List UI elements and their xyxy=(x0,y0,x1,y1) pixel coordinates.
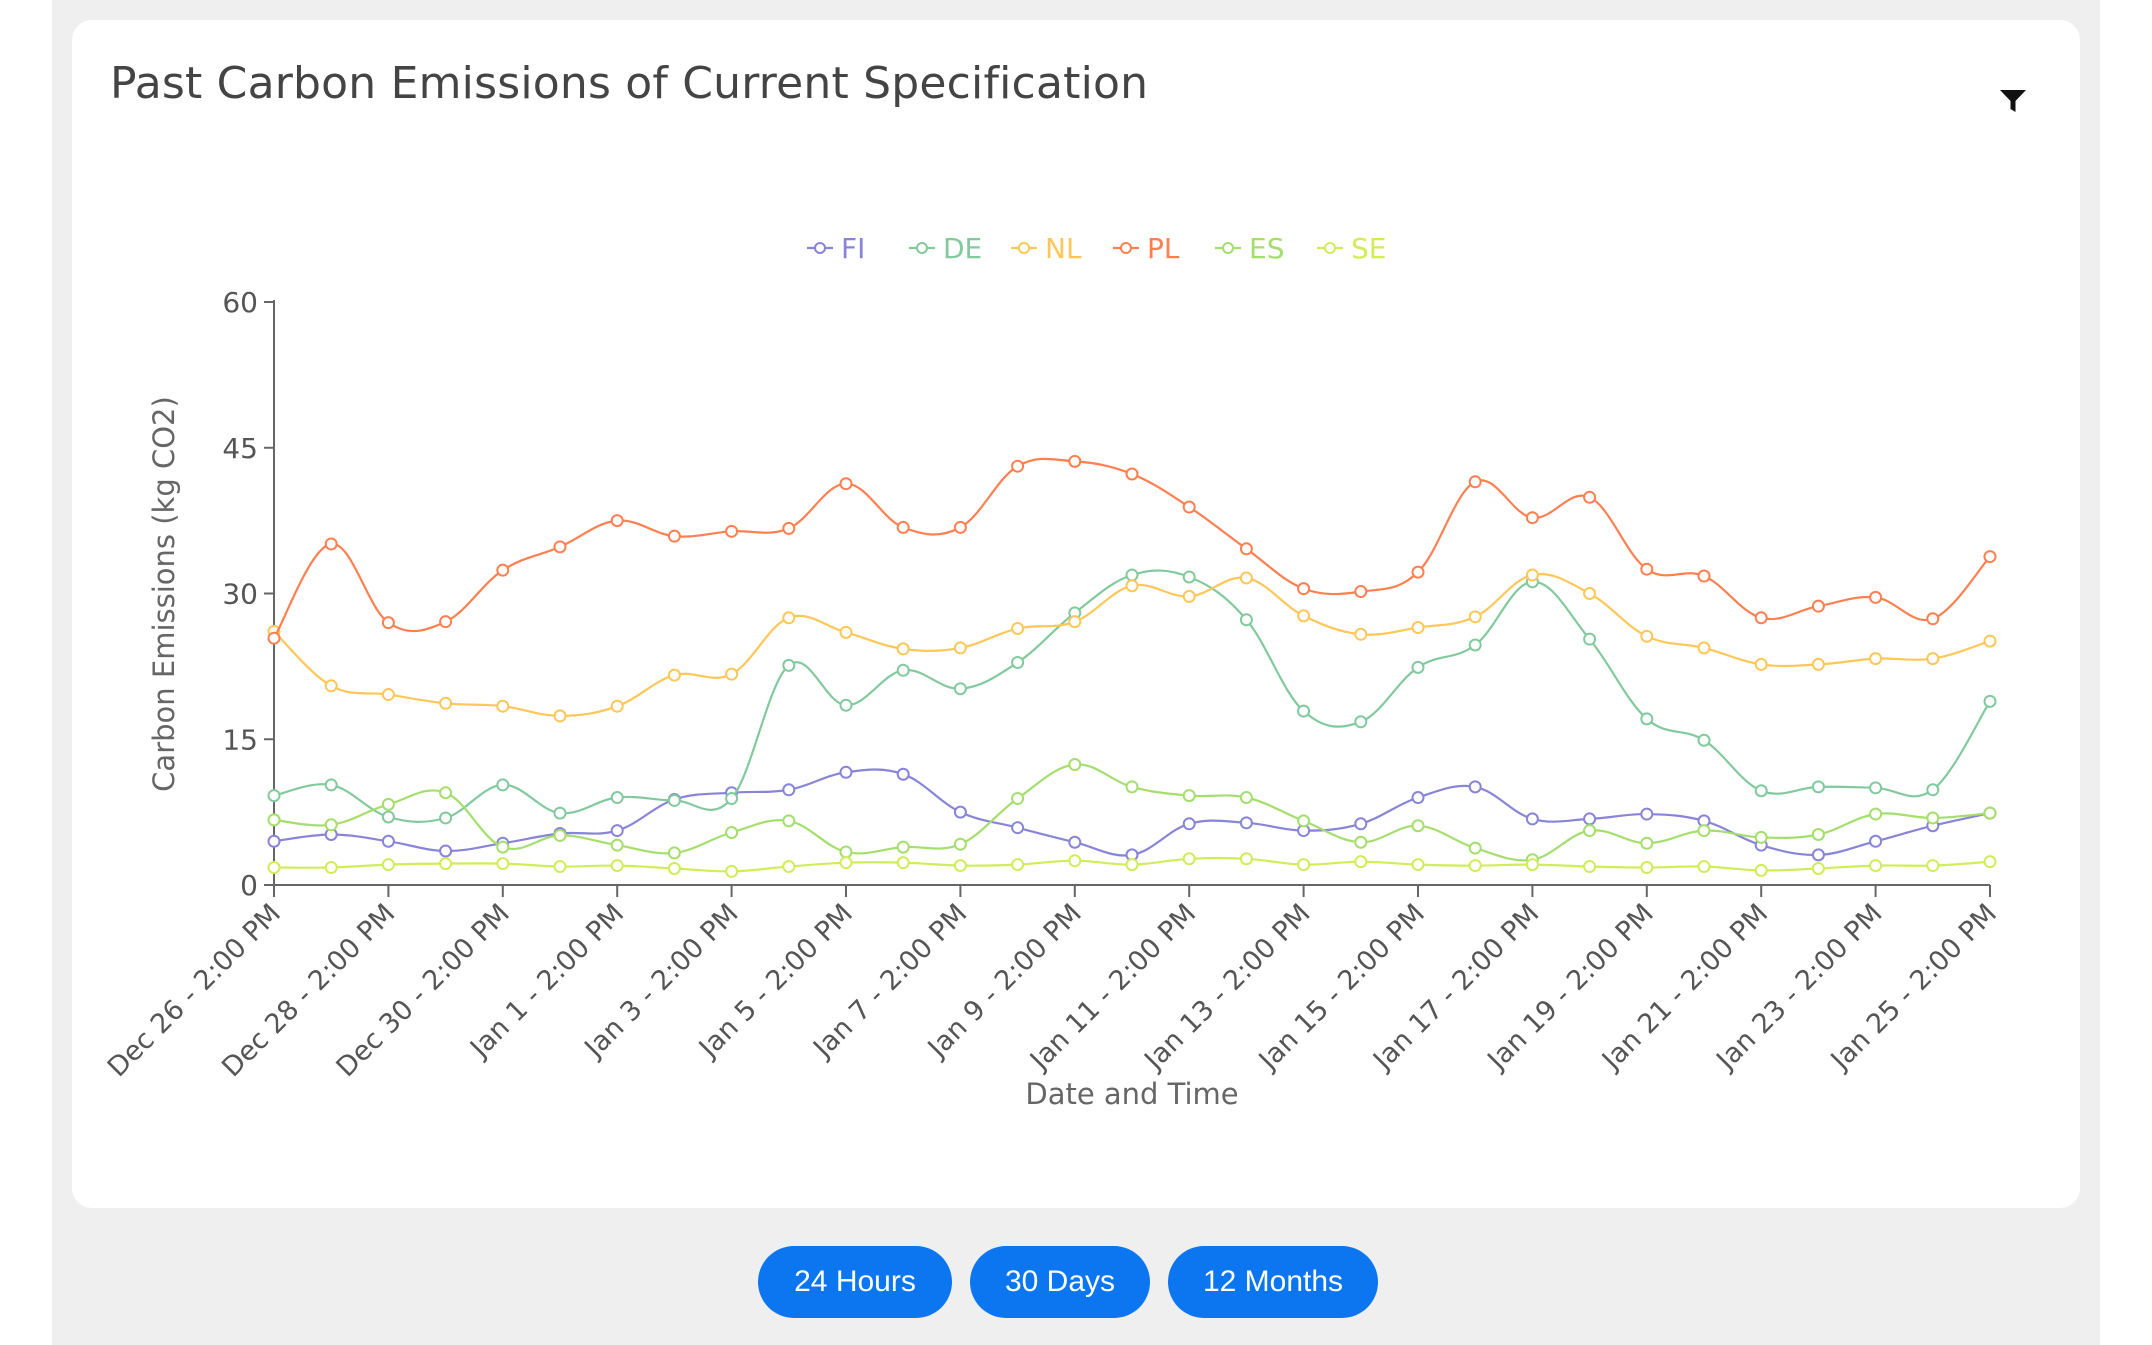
chart-card-title: Past Carbon Emissions of Current Specifi… xyxy=(110,58,1149,109)
time-range-buttons: 24 Hours 30 Days 12 Months xyxy=(0,1246,2152,1318)
filter-icon[interactable] xyxy=(1998,86,2028,116)
24-hours-button[interactable]: 24 Hours xyxy=(758,1246,952,1318)
30-days-button[interactable]: 30 Days xyxy=(970,1246,1150,1318)
12-months-button[interactable]: 12 Months xyxy=(1168,1246,1378,1318)
chart-card xyxy=(72,20,2080,1208)
